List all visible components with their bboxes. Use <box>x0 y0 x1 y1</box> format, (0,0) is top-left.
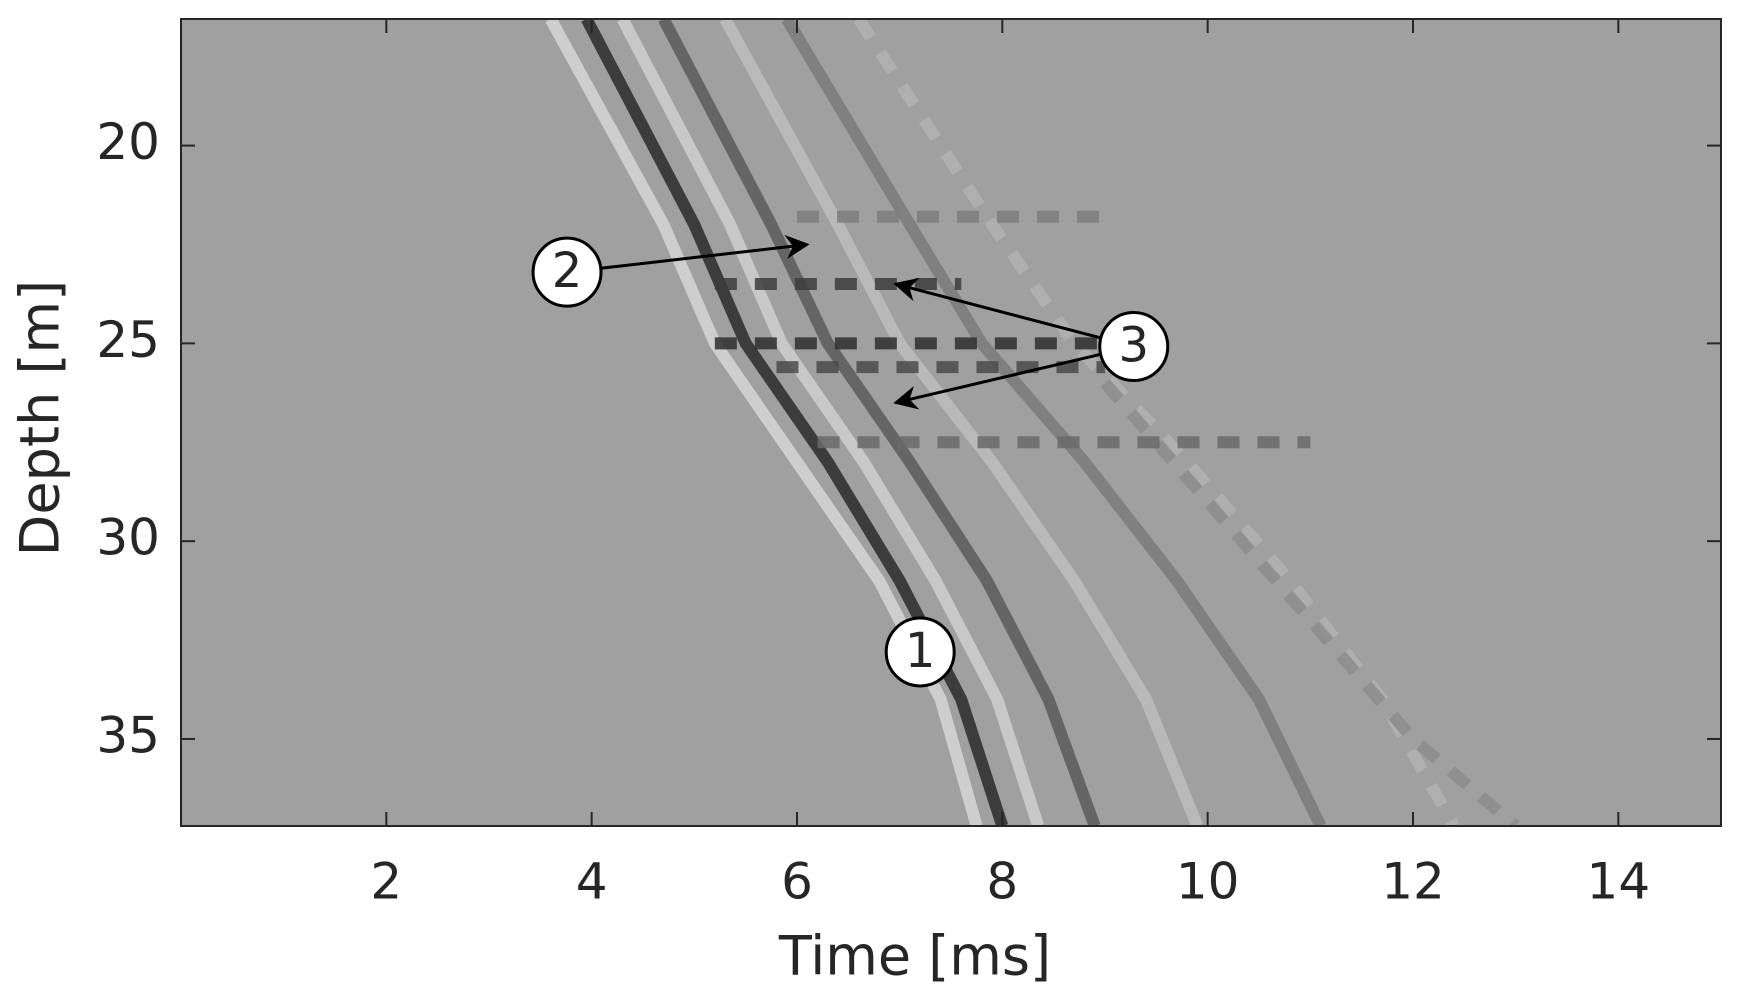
x-tick-label: 2 <box>370 853 402 911</box>
x-tick-label: 10 <box>1176 853 1240 911</box>
annotation-arrow <box>893 277 1102 340</box>
wave-event <box>617 19 1044 826</box>
wave-event <box>719 19 1203 826</box>
annotation-label: 3 <box>1118 318 1149 374</box>
annotation-label: 1 <box>905 623 936 679</box>
plot-frame <box>180 18 1722 827</box>
x-tick-label: 8 <box>986 853 1018 911</box>
wave-event <box>545 19 983 826</box>
x-tick-label: 6 <box>781 853 813 911</box>
annotation-circle <box>1098 311 1170 383</box>
wave-event <box>581 19 1009 826</box>
annotation-label: 2 <box>552 243 583 299</box>
annotation-arrow <box>893 352 1101 410</box>
y-tick-label: 30 <box>96 509 160 567</box>
annotation-circle <box>884 616 956 688</box>
plot-background <box>181 19 1721 826</box>
y-axis-label: Depth [m] <box>9 280 72 556</box>
wave-event <box>658 19 1101 826</box>
annotation-circle <box>531 236 603 308</box>
y-tick-label: 25 <box>96 311 160 369</box>
y-tick-label: 20 <box>96 113 160 171</box>
y-tick-label: 35 <box>96 706 160 764</box>
x-tick-label: 4 <box>576 853 608 911</box>
x-tick-label: 14 <box>1587 853 1651 911</box>
x-axis-label: Time [ms] <box>778 925 1051 988</box>
data-layer <box>545 19 1520 826</box>
x-tick-label: 12 <box>1381 853 1445 911</box>
wave-event <box>781 19 1326 826</box>
annotation-arrow <box>600 235 810 270</box>
